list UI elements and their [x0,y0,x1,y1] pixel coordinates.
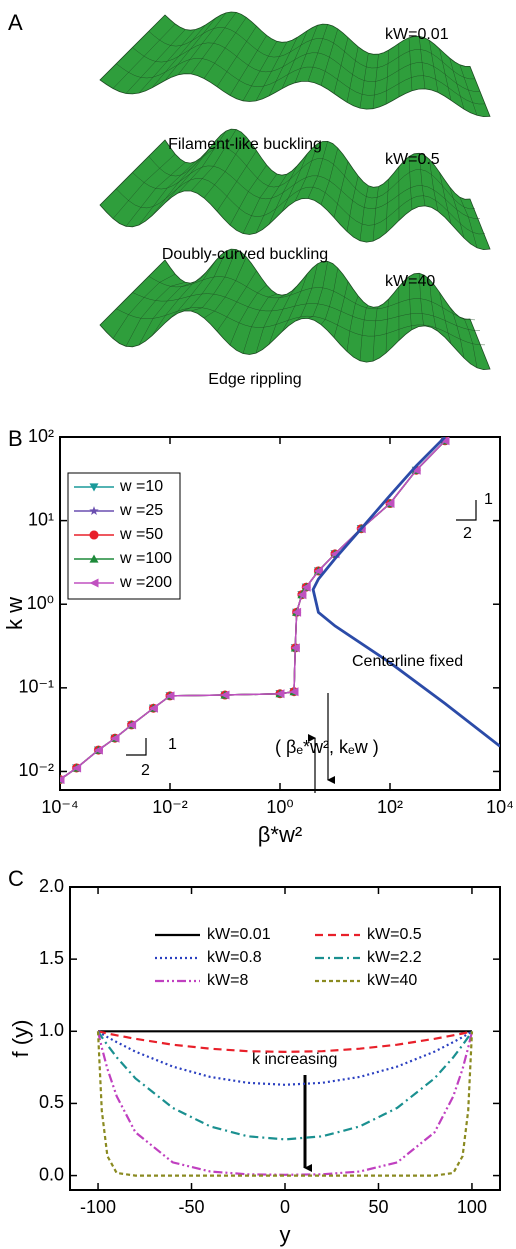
y-tick-label: 10² [28,426,54,446]
plot [96,1030,474,1177]
kw-label: kW=40 [385,273,435,290]
mesh-line [116,178,486,235]
slope-triangle [126,738,147,756]
y-tick-label: 10⁻² [18,760,54,780]
legend-label: w =200 [119,574,172,591]
mesh-line [132,165,481,219]
marker [313,566,323,576]
x-tick-label: 10² [377,797,403,817]
x-tick-label: 10⁻² [152,797,188,817]
legend-marker [89,530,99,540]
x-tick-label: 10⁰ [266,797,293,817]
annotation: Centerline fixed [352,653,463,670]
x-tick-label: 10⁻⁴ [41,797,78,817]
legend-label: w =10 [119,478,163,495]
marker [165,691,175,701]
legend-marker [89,506,99,515]
marker [110,733,120,743]
y-tick-label: 10⁻¹ [18,677,54,697]
mesh-line [132,42,481,92]
panel-label: A [8,10,23,35]
caption: Doubly-curved buckling [162,246,328,263]
legend-label: w =25 [119,502,163,519]
surface [99,248,491,371]
annotation: ( βₑ*w², kₑw ) [275,737,379,757]
series-line [97,1030,473,1141]
y-tick-label: 1.0 [39,1020,64,1040]
legend-label: kW=40 [367,972,417,989]
marker [385,499,395,508]
mesh-line [148,147,476,210]
surface [99,128,491,251]
y-tick-label: 10¹ [28,509,54,529]
marker [297,590,307,600]
legend-marker [89,554,99,563]
x-tick-label: 0 [280,1197,290,1217]
marker [411,465,421,475]
legend-label: kW=2.2 [367,949,422,966]
marker [301,582,311,592]
y-tick-label: 0.0 [39,1164,64,1184]
kw-label: kW=0.5 [385,151,440,168]
series-line [97,1030,473,1086]
marker [148,703,158,713]
x-tick-label: 100 [457,1197,487,1217]
marker [275,689,285,699]
series-line [311,437,500,748]
legend-marker [89,578,99,588]
kw-label: kW=0.01 [385,26,449,43]
y-tick-label: 0.5 [39,1092,64,1112]
x-tick-label: -50 [179,1197,205,1217]
marker [93,745,103,755]
mesh-line [116,58,486,105]
series-line [97,1030,473,1054]
annotation: 2 [141,762,150,779]
legend-label: kW=0.01 [207,926,271,943]
annotation: 1 [168,736,177,753]
legend-label: w =50 [119,526,163,543]
series-line [96,1031,474,1176]
annotation: k increasing [252,1051,337,1068]
mesh-line [132,292,481,331]
legend-label: kW=8 [207,972,248,989]
marker [220,690,230,700]
panel-label: B [8,426,23,451]
plot [60,437,500,785]
caption: Filament-like buckling [168,136,322,153]
y-axis-label: f (y) [8,1020,33,1058]
surfaces [99,11,491,371]
legend-marker [89,483,99,492]
y-axis-label: k w [2,597,27,630]
mesh-line [116,307,486,346]
x-axis-label: β*w² [258,822,302,847]
surface [99,11,491,118]
y-tick-label: 10⁰ [27,593,54,613]
legend-label: kW=0.8 [207,949,262,966]
marker [289,687,299,697]
legend-box [67,472,181,600]
mesh-line [148,276,476,321]
annotation: 2 [463,525,472,542]
slope-triangle [456,500,477,521]
marker [127,720,137,730]
legend-label: w =100 [119,550,172,567]
y-tick-label: 2.0 [39,876,64,896]
x-axis-label: y [280,1222,291,1247]
caption: Edge rippling [208,371,301,388]
marker [290,643,300,653]
marker [72,763,82,773]
marker [60,775,65,785]
x-tick-label: 50 [368,1197,388,1217]
y-tick-label: 1.5 [39,948,64,968]
marker [292,607,302,617]
x-tick-label: 10⁴ [486,797,514,817]
panel-label: C [8,866,24,891]
mesh-line [148,27,476,80]
marker [440,437,450,446]
x-tick-label: -100 [80,1197,116,1217]
annotation: 1 [484,491,493,508]
legend-label: kW=0.5 [367,926,422,943]
